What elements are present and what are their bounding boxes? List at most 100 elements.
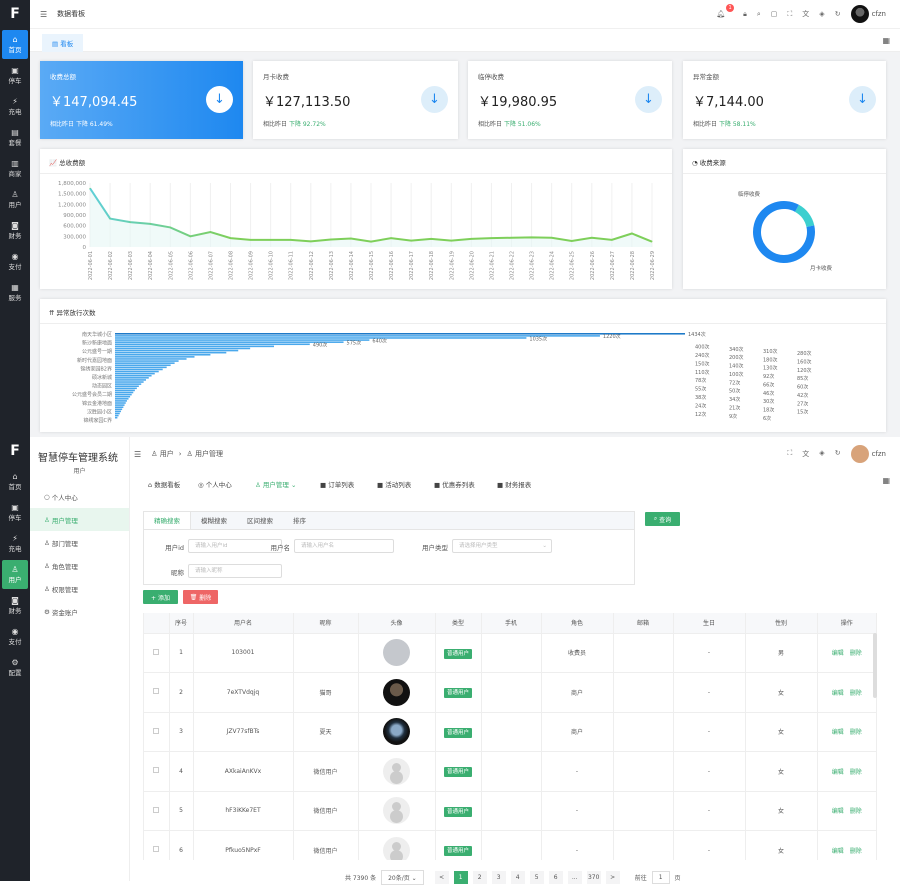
row-checkbox[interactable] xyxy=(153,806,160,813)
bar xyxy=(115,389,135,392)
table-scrollbar[interactable] xyxy=(873,633,877,698)
sidebar-item-6[interactable]: ⚙ 配置 xyxy=(2,653,28,682)
page-button[interactable]: < xyxy=(434,871,449,884)
delete-link[interactable]: 删除 xyxy=(849,808,862,816)
translate-icon[interactable]: 文 xyxy=(802,450,810,458)
page-button[interactable]: 5 xyxy=(529,871,544,884)
tab-dashboard[interactable]: ▤ 看板 xyxy=(42,34,84,52)
delete-link[interactable]: 删除 xyxy=(849,650,862,658)
nav-tab-1[interactable]: ◎ 个人中心 xyxy=(198,481,232,489)
page-button[interactable]: 1 xyxy=(453,871,468,884)
page-button[interactable]: 2 xyxy=(472,871,487,884)
bar-label: 120次 xyxy=(797,367,812,374)
nav-tab-6[interactable]: ■ 财务报表 xyxy=(497,481,532,489)
submenu-item-5[interactable]: ⚙ 资金账户 xyxy=(44,607,78,617)
submenu-item-2[interactable]: ♙ 部门管理 xyxy=(44,538,78,548)
page-button[interactable]: 3 xyxy=(491,871,506,884)
row-checkbox[interactable] xyxy=(153,727,160,734)
sidebar-item-7[interactable]: ◉ 支付 xyxy=(2,247,28,276)
sidebar-item-3[interactable]: ▤ 套餐 xyxy=(2,123,28,152)
delete-link[interactable]: 删除 xyxy=(849,689,862,697)
grid-icon[interactable]: ▦ xyxy=(882,36,890,45)
edit-link[interactable]: 编辑 xyxy=(831,650,844,658)
submenu-item-3[interactable]: ♙ 角色管理 xyxy=(44,561,78,571)
sidebar-item-5[interactable]: ◉ 支付 xyxy=(2,622,28,651)
sidebar-item-2[interactable]: ⚡ 充电 xyxy=(2,92,28,121)
row-checkbox[interactable] xyxy=(153,648,160,655)
sidebar-item-6[interactable]: ◙ 财务 xyxy=(2,216,28,245)
nav-tab-3[interactable]: ■ 订单列表 xyxy=(320,481,355,489)
bar xyxy=(115,351,227,354)
breadcrumb-item[interactable]: ♙ 用户 xyxy=(151,450,174,458)
delete-link[interactable]: 删除 xyxy=(849,768,862,776)
edit-link[interactable]: 编辑 xyxy=(831,689,844,697)
sidebar-item-5[interactable]: ♙ 用户 xyxy=(2,185,28,214)
page-size-select[interactable]: 20条/页 ⌄ xyxy=(381,870,424,885)
row-checkbox[interactable] xyxy=(153,767,160,774)
page-button[interactable]: ... xyxy=(567,871,582,884)
message-icon[interactable]: ▢ xyxy=(770,10,778,18)
page-button[interactable]: 6 xyxy=(548,871,563,884)
menu-toggle-icon[interactable]: ☰ xyxy=(40,9,48,19)
delete-button[interactable]: 🗑 删除 xyxy=(183,590,218,604)
submenu-item-1[interactable]: ♙ 用户管理 xyxy=(30,508,129,531)
add-button[interactable]: + 添加 xyxy=(143,590,178,604)
search-tab-0[interactable]: 精确搜索 xyxy=(144,512,191,529)
search-field-1[interactable]: 请输入用户名 xyxy=(294,539,394,553)
search-tab-1[interactable]: 模糊搜索 xyxy=(201,517,227,525)
edit-link[interactable]: 编辑 xyxy=(831,729,844,737)
search-field-3[interactable]: 请输入昵称 xyxy=(188,564,282,578)
nav-tab-2[interactable]: ♙ 用户管理 ⌄ xyxy=(255,481,297,489)
sidebar-item-2[interactable]: ⚡ 充电 xyxy=(2,529,28,558)
username[interactable]: cfzn xyxy=(871,450,886,458)
translate-icon[interactable]: 文 xyxy=(802,10,810,18)
avatar[interactable] xyxy=(850,5,869,23)
delete-link[interactable]: 删除 xyxy=(849,847,862,855)
search-tab-2[interactable]: 区间搜索 xyxy=(247,517,273,525)
nav-tab-0[interactable]: ⌂ 数据看板 xyxy=(148,481,181,489)
delete-link[interactable]: 删除 xyxy=(849,729,862,737)
sidebar-item-1[interactable]: ▣ 停车 xyxy=(2,498,28,527)
search-icon[interactable]: ⌕ xyxy=(756,9,761,18)
edit-link[interactable]: 编辑 xyxy=(831,847,844,855)
fullscreen-icon[interactable]: ⛶ xyxy=(787,449,793,457)
page-button[interactable]: > xyxy=(605,871,620,884)
edit-link[interactable]: 编辑 xyxy=(831,808,844,816)
nav-tab-4[interactable]: ■ 活动列表 xyxy=(377,481,412,489)
refresh-icon[interactable]: ↻ xyxy=(834,10,841,18)
bell-icon[interactable]: 🔔︎ 1 xyxy=(716,4,735,18)
search-tab-3[interactable]: 排序 xyxy=(293,517,306,525)
sidebar-item-1[interactable]: ▣ 停车 xyxy=(2,61,28,90)
page-button[interactable]: 4 xyxy=(510,871,525,884)
lock-icon[interactable]: 🔒︎ xyxy=(743,9,747,18)
category-label: 南天华城小区 xyxy=(82,331,112,338)
username[interactable]: cfzn xyxy=(871,10,886,18)
menu-toggle-icon[interactable]: ☰ xyxy=(134,449,142,459)
fullscreen-icon[interactable]: ⛶ xyxy=(787,9,793,18)
theme-icon[interactable]: ◈ xyxy=(819,10,825,18)
bar-label: 240次 xyxy=(695,352,710,359)
query-button[interactable]: ⌕ 查询 xyxy=(645,512,680,526)
sidebar-item-4[interactable]: ▥ 商家 xyxy=(2,154,28,183)
sidebar-item-0[interactable]: ⌂ 首页 xyxy=(2,467,28,496)
nav-tab-5[interactable]: ■ 优惠券列表 xyxy=(434,481,475,489)
edit-link[interactable]: 编辑 xyxy=(831,768,844,776)
sidebar-item-8[interactable]: ▦ 服务 xyxy=(2,278,28,307)
goto-input[interactable]: 1 xyxy=(651,871,670,884)
avatar[interactable] xyxy=(850,445,869,463)
sidebar-item-4[interactable]: ◙ 财务 xyxy=(2,591,28,620)
search-field-0[interactable]: 请输入用户id xyxy=(188,539,282,553)
line-point xyxy=(511,237,512,239)
grid-icon[interactable]: ▦ xyxy=(882,476,890,485)
stat-card: 收费总额 ￥147,094.45 相比昨日 下降 61.49% ↓ xyxy=(40,61,243,139)
page-button[interactable]: 370 xyxy=(586,871,601,884)
row-checkbox[interactable] xyxy=(153,846,160,853)
sidebar-item-0[interactable]: ⌂ 首页 xyxy=(2,30,28,59)
refresh-icon[interactable]: ↻ xyxy=(834,449,841,457)
theme-icon[interactable]: ◈ xyxy=(819,449,825,457)
sidebar-item-3[interactable]: ♙ 用户 xyxy=(2,560,28,589)
search-field-2[interactable]: 请选择用户类型 ⌄ xyxy=(452,539,552,553)
submenu-item-4[interactable]: ♙ 权限管理 xyxy=(44,584,78,594)
submenu-item-0[interactable]: ○ 个人中心 xyxy=(44,492,78,502)
row-checkbox[interactable] xyxy=(153,688,160,695)
